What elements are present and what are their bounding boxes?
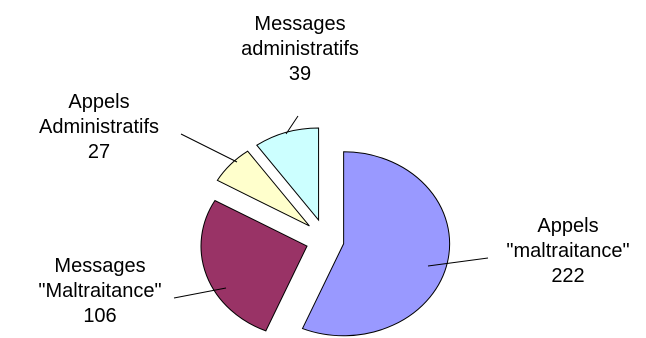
pie-slice-3 [256,127,320,222]
leader-line-0 [427,257,489,267]
pie-slice-1 [200,199,308,332]
pie-slice-2 [216,150,310,227]
leader-line-1 [173,287,227,299]
pie-slice-0 [301,151,451,337]
slice-label-line-3-0: Messages [254,13,345,35]
slice-labels: Appels "maltraitance" 222 Messages "Maltrait… [38,13,629,327]
slice-label-line-3-1: administratifs [241,38,359,60]
leader-line-3 [285,115,299,135]
slice-label-line-0-1: "maltraitance" [506,240,629,262]
pie-slices [200,127,451,337]
slice-value-3: 39 [289,63,311,85]
leader-line-2 [180,133,238,163]
slice-label-1: Messages "Maltraitance" 106 [38,255,161,327]
slice-label-line-2-0: Appels [68,91,129,113]
slice-label-line-1-1: "Maltraitance" [38,280,161,302]
slice-label-2: Appels Administratifs 27 [39,91,159,163]
slice-label-line-0-0: Appels [537,215,598,237]
slice-label-line-1-0: Messages [54,255,145,277]
slice-label-0: Appels "maltraitance" 222 [506,215,629,287]
slice-value-2: 27 [88,141,110,163]
slice-label-line-2-1: Administratifs [39,116,159,138]
slice-value-0: 222 [551,265,584,287]
leader-lines [173,115,489,299]
slice-label-3: Messages administratifs 39 [241,13,359,85]
slice-value-1: 106 [83,305,116,327]
